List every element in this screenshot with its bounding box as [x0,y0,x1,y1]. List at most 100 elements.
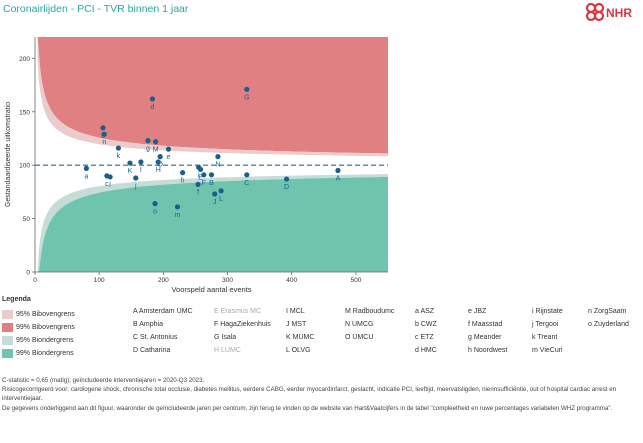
point-marker [152,201,158,207]
legend-hospital-item: j Tergooi [532,321,559,328]
point-label: j [134,183,137,190]
legend-band-item: 99% Bibovengrens [2,321,75,333]
legend-hospital-item: H LUMC [214,347,241,354]
data-point: O [157,154,163,169]
axes: 0 100 200 300 400 500 0 50 100 150 200 [19,37,388,284]
point-marker [115,145,122,151]
legend-hospital-item: n ZorgSaam [588,308,627,315]
point-label: O [157,162,163,169]
point-label: k [117,153,121,160]
band-99-lower [37,176,389,272]
data-point: N [215,154,221,169]
legend-hospital-item: a ASZ [415,308,435,315]
point-label: H [156,167,161,174]
point-marker [165,146,172,152]
legend: Legenda 95% Bibovengrens 99% Bibovengrens… [2,296,642,358]
legend-band-item: 95% Bibovengrens [2,308,75,320]
legend-hospital-item: B Amphia [133,321,163,328]
data-point: i [196,164,202,179]
legend-hospital-item: m VieCuri [532,347,563,354]
data-point: l [107,174,113,189]
point-label: o [153,209,157,216]
legend-band-label: 95% Bibovengrens [16,310,75,318]
data-point: F [201,172,207,187]
y-tick-label: 100 [19,163,30,170]
point-label: h [181,178,185,185]
legend-hospital-item: N UMCG [345,321,374,328]
point-label: c [105,181,109,188]
data-point: H [155,159,161,174]
x-tick-label: 500 [350,277,361,284]
point-marker [101,131,107,137]
point-label: i [198,172,200,179]
point-marker [127,160,133,166]
point-label: N [215,162,220,169]
y-tick-label: 200 [19,56,30,63]
data-point: B [208,172,215,187]
legend-band-item: 95% Biondergrens [2,334,74,346]
point-marker [335,167,341,174]
point-marker [180,170,186,176]
legend-hospital-item: d HMC [415,347,437,354]
x-axis-label: Voorspeld aantal events [171,285,251,294]
data-point: k [115,145,122,160]
legend-hospital-item: O UMCU [345,334,374,341]
point-label: L [219,196,223,203]
legend-hospital-item: b CWZ [415,321,437,328]
legend-hospital-item: D Catharina [133,347,171,354]
legend-hospital-item: o Zuyderland [588,321,629,328]
point-label: n [102,139,106,146]
point-marker [244,172,250,178]
legend-title: Legenda [2,296,31,303]
nhr-logo-icon [585,2,605,22]
y-tick-label: 150 [19,109,30,116]
data-point: I [138,159,144,174]
point-marker [155,159,161,165]
data-point: e [165,146,172,161]
data-points: ABCDEFGHIJKLMNOabcdefghijklmno [83,86,341,219]
data-point: m [175,204,181,219]
point-label: E [198,174,203,181]
y-tick-label: 50 [23,216,31,223]
legend-hospital-item: I MCL [286,308,305,315]
point-marker [212,191,218,197]
point-marker [174,204,181,210]
point-label: g [146,146,150,153]
band-99-upper [37,37,389,154]
y-tick-label: 0 [26,270,30,277]
x-tick-label: 200 [158,277,169,284]
legend-band-label: 95% Biondergrens [16,336,74,344]
data-point: j [133,175,139,190]
point-label: K [128,168,133,175]
data-point: J [212,191,218,206]
data-point: D [283,176,290,191]
point-label: I [140,167,142,174]
nhr-logo: NHR [585,2,632,22]
legend-hospital-item: c ETZ [415,334,434,341]
data-point: g [145,138,151,153]
point-marker [138,159,144,165]
point-label: G [244,94,249,101]
y-axis-label: Gestandaardiseerde uitkomstratio [5,102,12,207]
point-marker [218,188,224,194]
point-marker [157,154,163,160]
legend-swatch [2,335,13,345]
legend-swatch [2,348,13,358]
legend-hospital-item: i Rijnstate [532,308,563,315]
x-tick-label: 400 [286,277,297,284]
legend-hospital-item: G Isala [214,334,237,341]
legend-hospital-item: M Radboudumc [345,308,395,315]
legend-hospital-item: F HagaZiekenhuis [214,321,271,328]
point-marker [196,164,202,170]
x-tick-label: 0 [33,277,37,284]
point-label: d [150,104,154,111]
point-marker [208,172,215,178]
legend-hospital-item: E Erasmus MC [214,308,262,315]
footnote-data-source: De gegevens onderliggend aan dit figuur,… [2,405,613,412]
x-tick-label: 100 [94,277,105,284]
page-title: Coronairlijden - PCI - TVR binnen 1 jaar [3,3,189,15]
data-point: L [218,188,224,203]
data-point: a [83,165,89,180]
point-marker [83,165,89,171]
point-marker [201,172,207,178]
